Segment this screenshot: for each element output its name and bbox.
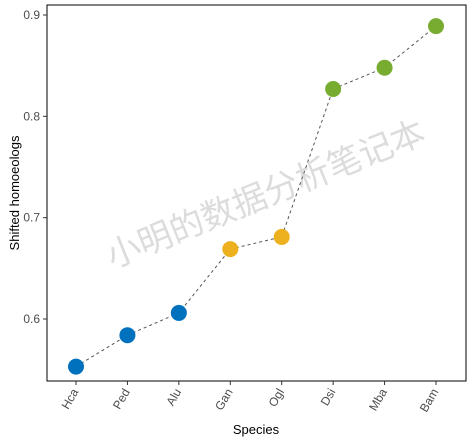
y-tick-label: 0.6 <box>23 312 40 326</box>
data-point-ped <box>119 327 136 344</box>
dashed-connector-line <box>75 25 437 368</box>
data-points <box>68 18 444 375</box>
x-tick-label-gan: Gan <box>212 386 235 413</box>
x-axis: Hca Ped Alu Gan Ogl Dsi Mba Bam <box>59 381 441 414</box>
y-axis: 0.6 0.7 0.8 0.9 <box>23 8 47 326</box>
x-axis-title: Species <box>233 422 280 437</box>
y-tick-label: 0.8 <box>23 109 40 123</box>
x-tick-label-ped: Ped <box>110 386 133 411</box>
x-tick-label-mba: Mba <box>366 386 390 413</box>
plot-panel <box>46 4 467 382</box>
x-tick-label-hca: Hca <box>59 386 82 412</box>
watermark: 小明的数据分析笔记本 <box>101 113 431 277</box>
x-tick-label-bam: Bam <box>417 386 441 414</box>
data-point-ogl <box>273 228 290 245</box>
data-point-hca <box>68 358 84 375</box>
x-tick-label-dsi: Dsi <box>318 386 339 408</box>
data-point-gan <box>222 241 239 258</box>
y-tick-label: 0.7 <box>23 211 40 225</box>
data-point-alu <box>170 304 187 321</box>
y-axis-title: Shifted homoeologs <box>7 135 22 250</box>
y-tick-label: 0.9 <box>23 8 40 22</box>
x-tick-label-alu: Alu <box>163 386 184 408</box>
x-tick-label-ogl: Ogl <box>266 386 287 409</box>
data-point-mba <box>376 59 393 76</box>
data-point-dsi <box>325 80 342 97</box>
data-point-bam <box>428 18 444 35</box>
